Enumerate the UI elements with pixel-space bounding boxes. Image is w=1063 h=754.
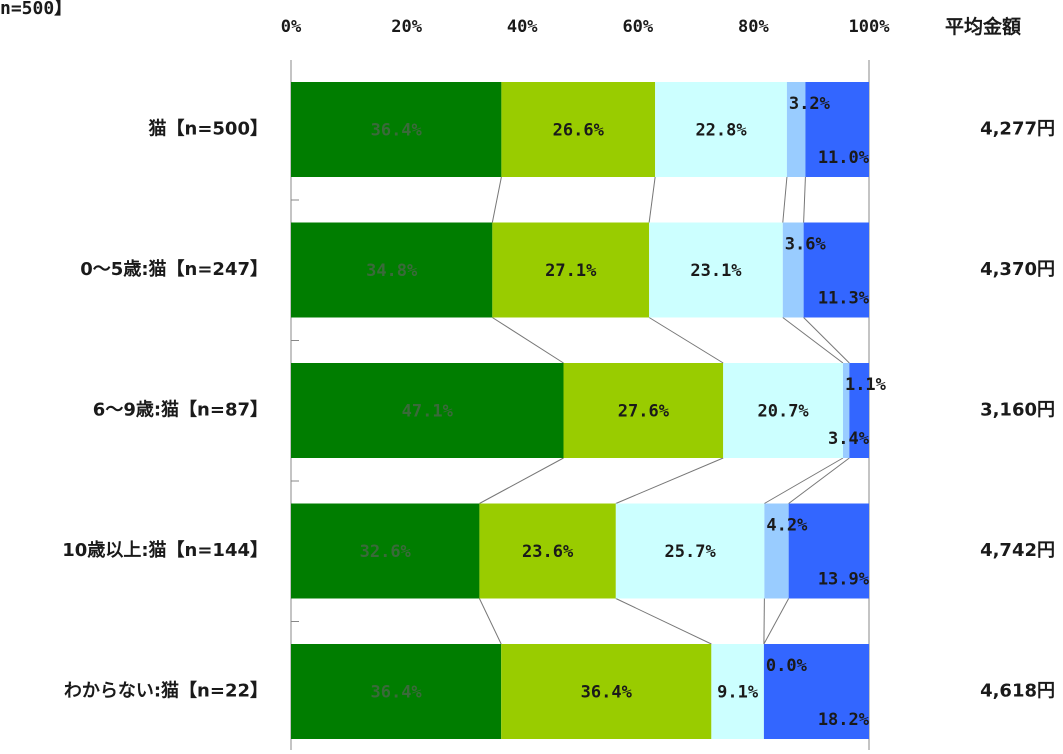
data-label: 0.0% <box>766 656 808 676</box>
truncated-header-label: n=500】 <box>0 0 73 19</box>
category-label: 0～5歳:猫【n=247】 <box>80 258 268 280</box>
bar-segment <box>649 222 783 318</box>
bar-segment <box>763 644 869 739</box>
data-label: 3.4% <box>828 429 870 449</box>
bar-segment <box>805 82 869 177</box>
series-connector-line <box>782 176 788 223</box>
average-amount-value: 3,160円 <box>980 400 1055 421</box>
series-connector-line <box>648 317 724 364</box>
series-connector-line <box>803 176 806 223</box>
data-label: 36.4% <box>371 121 423 141</box>
bar-segment <box>849 363 869 458</box>
series-connector-line <box>491 176 502 223</box>
series-connector-line <box>764 457 844 504</box>
series-connector-line <box>803 317 850 364</box>
data-label: 18.2% <box>818 710 870 730</box>
data-label: 22.8% <box>695 121 747 141</box>
series-connector-line <box>615 598 712 645</box>
bar-segment <box>291 644 502 739</box>
category-label: 6～9歳:猫【n=87】 <box>93 399 268 421</box>
data-label: 26.6% <box>553 121 605 141</box>
bar-segment <box>563 363 724 458</box>
bar-segment <box>291 222 493 318</box>
bar-segment <box>291 82 502 177</box>
average-amount-header: 平均金額 <box>945 16 1022 38</box>
series-connector-line <box>479 457 564 504</box>
bar-segment <box>291 503 480 599</box>
x-tick-label: 40% <box>507 17 538 37</box>
data-label: 20.7% <box>757 402 809 422</box>
bar-segment <box>764 503 789 599</box>
data-label: 27.6% <box>618 402 670 422</box>
bar-segment <box>782 222 804 318</box>
x-tick-label: 0% <box>281 17 302 37</box>
data-label: 9.1% <box>717 683 759 703</box>
data-label: 23.1% <box>690 261 742 281</box>
x-tick-label: 100% <box>849 17 891 37</box>
bar-segment <box>492 222 650 318</box>
data-label: 23.6% <box>522 542 574 562</box>
average-amount-value: 4,370円 <box>980 259 1055 280</box>
bar-segment <box>501 82 656 177</box>
series-connector-line <box>492 317 564 364</box>
bar-segment <box>803 222 869 318</box>
data-label: 36.4% <box>370 683 422 703</box>
average-amount-value: 4,742円 <box>980 540 1055 561</box>
data-label: 3.6% <box>785 235 827 255</box>
category-label: わからない:猫【n=22】 <box>64 680 268 702</box>
bar-segment <box>655 82 787 177</box>
average-amount-value: 4,277円 <box>980 119 1055 140</box>
bar-segment <box>501 644 712 739</box>
bar-segment <box>615 503 765 599</box>
bar-segment <box>711 644 764 739</box>
x-tick-label: 20% <box>391 17 422 37</box>
data-label: 27.1% <box>545 261 597 281</box>
data-label: 11.3% <box>818 289 870 309</box>
data-label: 36.4% <box>581 683 633 703</box>
bar-segment <box>479 503 616 599</box>
series-connector-line <box>615 457 724 504</box>
data-label: 1.1% <box>845 375 887 395</box>
category-label: 10歳以上:猫【n=144】 <box>62 539 268 561</box>
bar-segment <box>786 82 806 177</box>
category-label: 猫【n=500】 <box>149 118 268 140</box>
data-label: 32.6% <box>360 542 412 562</box>
bar-segment <box>788 503 869 599</box>
series-connector-line <box>648 176 656 223</box>
series-connector-line <box>788 457 850 504</box>
average-amount-value: 4,618円 <box>980 681 1055 702</box>
x-tick-label: 80% <box>738 17 769 37</box>
bar-segment <box>842 363 850 458</box>
bar-segment <box>291 363 564 458</box>
data-label: 3.2% <box>789 94 831 114</box>
bar-segment <box>723 363 843 458</box>
series-connector-line <box>763 598 790 645</box>
data-label: 47.1% <box>402 402 454 422</box>
x-tick-label: 60% <box>622 17 653 37</box>
data-label: 34.8% <box>366 261 418 281</box>
series-connector-line <box>478 598 502 645</box>
series-connector-line <box>782 317 844 364</box>
data-label: 13.9% <box>818 570 870 590</box>
data-label: 25.7% <box>665 542 717 562</box>
data-label: 11.0% <box>818 148 870 168</box>
data-label: 4.2% <box>766 516 808 536</box>
